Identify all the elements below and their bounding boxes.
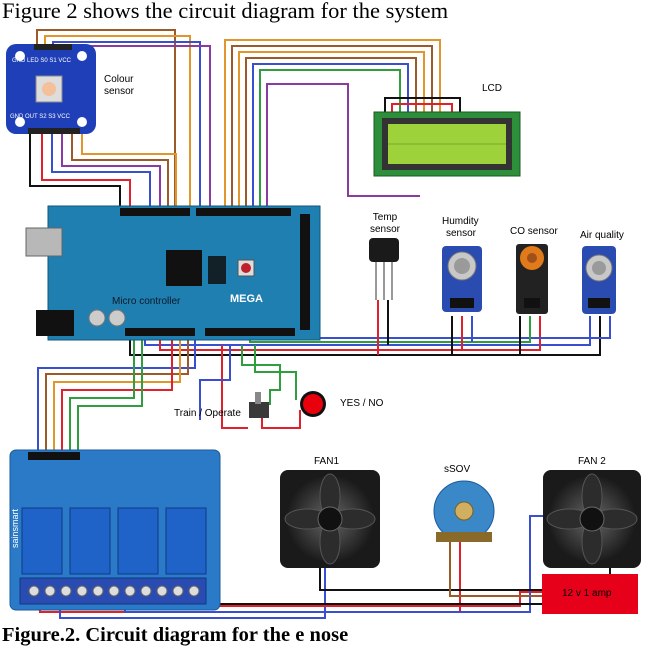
wire (41, 132, 131, 210)
wire (77, 332, 143, 452)
wire (61, 132, 161, 210)
wire (261, 410, 301, 429)
indicator-label: YES / NO (340, 398, 384, 409)
document-heading: Figure 2 shows the circuit diagram for t… (2, 0, 449, 23)
lcd-label: LCD (482, 83, 503, 94)
wire (252, 63, 409, 210)
wire (51, 132, 151, 210)
wire (129, 316, 601, 356)
wire (45, 332, 189, 452)
fan1-component (280, 470, 380, 568)
power-supply-component (542, 574, 638, 614)
wire (231, 45, 433, 210)
wire (221, 345, 248, 429)
relay-board: sainsmart (9, 449, 221, 611)
fan2-component (543, 470, 641, 568)
wire (159, 316, 541, 351)
co-sensor-label: CO sensor (510, 226, 558, 237)
colour-sensor-module (6, 44, 96, 134)
wire (266, 83, 420, 210)
temp-sensor-component (369, 238, 399, 300)
wire (199, 345, 231, 420)
colour-sensor-pins-top: GND LED S0 S1 VCC (12, 58, 72, 64)
lcd-module (373, 111, 521, 177)
humidity-sensor-label-line2: sensor (446, 228, 477, 239)
wire (449, 540, 545, 597)
humidity-sensor-label: Humdity sensor (442, 216, 479, 240)
wire (36, 29, 176, 210)
valve-component (433, 480, 495, 542)
humidity-sensor-component (442, 246, 482, 312)
wire (61, 332, 173, 452)
figure-caption: Figure.2. Circuit diagram for the e nose (2, 624, 349, 646)
air-quality-label: Air quality (580, 230, 624, 241)
controller-board: MEGA (25, 205, 321, 341)
colour-sensor-label-line1: Colour (104, 74, 134, 85)
fan1-label: FAN1 (314, 456, 340, 467)
relay-channels (21, 507, 207, 575)
indicator-component (300, 391, 326, 417)
relay-brand-text: sainsmart (10, 508, 20, 548)
valve-label: sSOV (444, 464, 471, 475)
air-quality-sensor-component (582, 246, 616, 314)
wire (37, 332, 196, 452)
temp-sensor-label-line2: sensor (370, 224, 401, 235)
wire (319, 566, 545, 591)
wire (81, 132, 177, 210)
wire (245, 57, 417, 210)
wire (29, 132, 121, 210)
wire (384, 97, 461, 112)
mode-switch-label: Train / Operate (174, 408, 241, 419)
temp-sensor-label: Temp sensor (370, 212, 400, 236)
mode-switch-component (249, 392, 269, 418)
co-sensor-component (516, 244, 548, 314)
wire (241, 345, 281, 405)
wire (71, 132, 169, 210)
colour-sensor-label-line2: sensor (104, 86, 135, 97)
colour-sensor-label: Colour sensor (104, 74, 134, 98)
wire (259, 69, 401, 210)
fan2-label: FAN 2 (578, 456, 606, 467)
wire (254, 345, 297, 400)
colour-sensor-pins-bottom: GND OUT S2 S3 VCC (10, 114, 70, 120)
wire (44, 35, 191, 210)
wire (69, 332, 135, 452)
wire (238, 51, 425, 210)
power-supply-label: 12 v 1 amp (562, 588, 612, 599)
humidity-sensor-label-line1: Humdity (442, 216, 479, 227)
wire (391, 103, 453, 112)
controller-label: Micro controller (112, 296, 181, 307)
wire (224, 39, 441, 210)
wire (154, 566, 611, 605)
wire (53, 332, 181, 452)
temp-sensor-label-line1: Temp (372, 212, 398, 223)
board-text: MEGA (230, 293, 263, 305)
